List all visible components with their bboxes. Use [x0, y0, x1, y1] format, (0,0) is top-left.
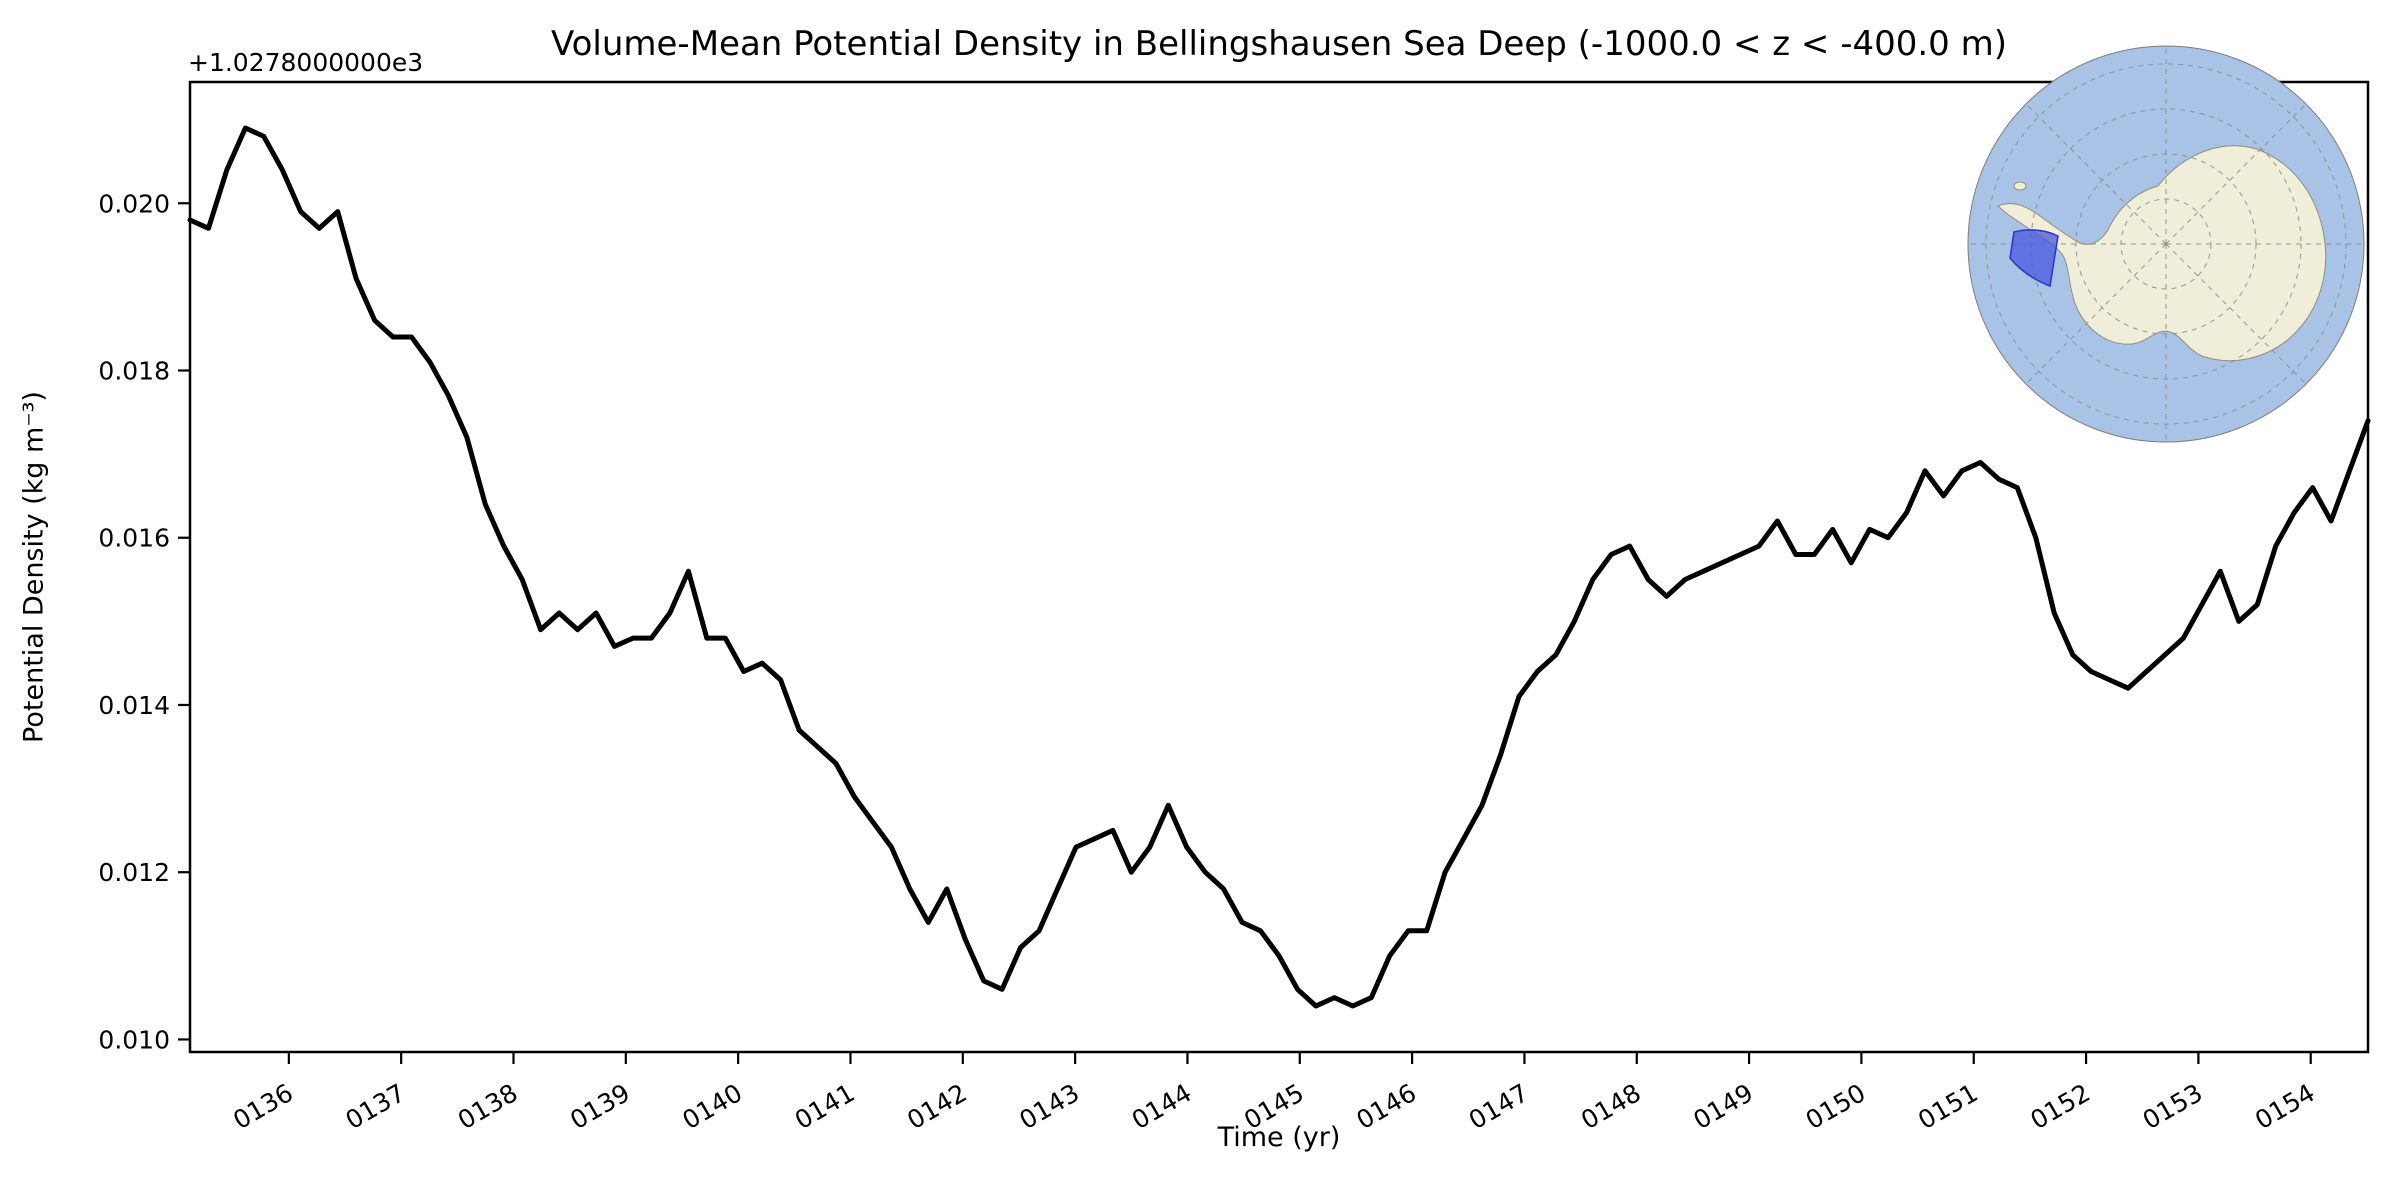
- y-tick-label: 0.012: [98, 858, 170, 887]
- density-time-series-line: [187, 125, 2371, 1009]
- y-tick-label: 0.016: [98, 524, 170, 553]
- bellingshausen-region-highlight: [2009, 229, 2059, 288]
- y-axis-label: Potential Density (kg m⁻³): [18, 391, 50, 743]
- y-tick-label: 0.020: [98, 189, 170, 218]
- antarctica-inset-map: [1967, 45, 2365, 443]
- peninsula-island: [2013, 181, 2027, 191]
- x-axis-label: Time (yr): [1217, 1122, 1341, 1153]
- y-tick-label: 0.010: [98, 1025, 170, 1054]
- chart-title: Volume-Mean Potential Density in Belling…: [550, 24, 2008, 64]
- antarctica-landmass: [1997, 145, 2327, 362]
- y-tick-label: 0.018: [98, 356, 170, 385]
- axes-spines: [188, 80, 2370, 1054]
- y-tick-label: 0.014: [98, 691, 170, 720]
- y-axis-offset-text: +1.0278000000e3: [188, 48, 424, 77]
